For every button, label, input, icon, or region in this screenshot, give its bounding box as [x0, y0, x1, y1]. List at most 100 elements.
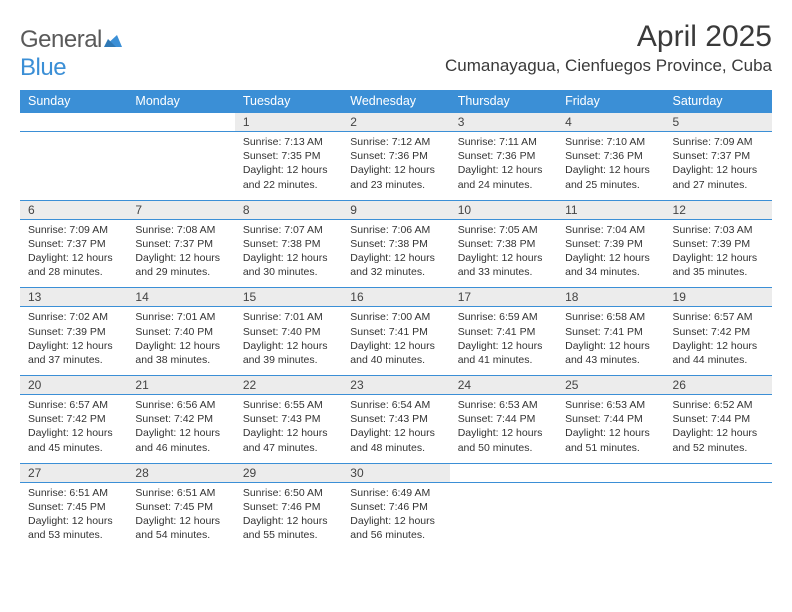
daylight-line: Daylight: 12 hours and 30 minutes.	[243, 251, 334, 279]
daynum-cell: 10	[450, 200, 557, 219]
day-detail-cell: Sunrise: 6:51 AMSunset: 7:45 PMDaylight:…	[127, 482, 234, 550]
day-detail-cell: Sunrise: 6:50 AMSunset: 7:46 PMDaylight:…	[235, 482, 342, 550]
sunset-line: Sunset: 7:38 PM	[350, 237, 441, 251]
daynum-cell: 14	[127, 288, 234, 307]
empty-daynum-cell	[20, 113, 127, 132]
daynum-cell: 22	[235, 376, 342, 395]
calendar-header-row: SundayMondayTuesdayWednesdayThursdayFrid…	[20, 90, 772, 113]
day-detail-cell: Sunrise: 7:12 AMSunset: 7:36 PMDaylight:…	[342, 132, 449, 201]
daylight-line: Daylight: 12 hours and 38 minutes.	[135, 339, 226, 367]
day-detail-cell: Sunrise: 7:07 AMSunset: 7:38 PMDaylight:…	[235, 219, 342, 288]
empty-detail-cell	[127, 132, 234, 201]
daynum-cell: 25	[557, 376, 664, 395]
empty-detail-cell	[557, 482, 664, 550]
sunrise-line: Sunrise: 6:53 AM	[458, 398, 549, 412]
day-header: Saturday	[665, 90, 772, 113]
daynum-cell: 8	[235, 200, 342, 219]
sunset-line: Sunset: 7:43 PM	[243, 412, 334, 426]
day-detail-cell: Sunrise: 7:10 AMSunset: 7:36 PMDaylight:…	[557, 132, 664, 201]
day-detail-cell: Sunrise: 7:05 AMSunset: 7:38 PMDaylight:…	[450, 219, 557, 288]
day-detail-cell: Sunrise: 7:08 AMSunset: 7:37 PMDaylight:…	[127, 219, 234, 288]
sunrise-line: Sunrise: 6:53 AM	[565, 398, 656, 412]
sunset-line: Sunset: 7:41 PM	[458, 325, 549, 339]
week-detail-row: Sunrise: 7:02 AMSunset: 7:39 PMDaylight:…	[20, 307, 772, 376]
daynum-cell: 3	[450, 113, 557, 132]
daylight-line: Daylight: 12 hours and 33 minutes.	[458, 251, 549, 279]
calendar-page: GeneralBlue April 2025 Cumanayagua, Cien…	[0, 0, 792, 560]
day-detail-cell: Sunrise: 6:54 AMSunset: 7:43 PMDaylight:…	[342, 395, 449, 464]
logo-triangle-icon	[104, 26, 122, 54]
sunrise-line: Sunrise: 7:10 AM	[565, 135, 656, 149]
daynum-cell: 28	[127, 463, 234, 482]
week-detail-row: Sunrise: 7:13 AMSunset: 7:35 PMDaylight:…	[20, 132, 772, 201]
daynum-cell: 19	[665, 288, 772, 307]
day-detail-cell: Sunrise: 6:53 AMSunset: 7:44 PMDaylight:…	[557, 395, 664, 464]
daynum-cell: 5	[665, 113, 772, 132]
daylight-line: Daylight: 12 hours and 25 minutes.	[565, 163, 656, 191]
day-detail-cell: Sunrise: 7:06 AMSunset: 7:38 PMDaylight:…	[342, 219, 449, 288]
daylight-line: Daylight: 12 hours and 41 minutes.	[458, 339, 549, 367]
logo-word2: Blue	[20, 54, 66, 81]
daylight-line: Daylight: 12 hours and 50 minutes.	[458, 426, 549, 454]
sunrise-line: Sunrise: 7:12 AM	[350, 135, 441, 149]
day-header: Tuesday	[235, 90, 342, 113]
day-detail-cell: Sunrise: 6:59 AMSunset: 7:41 PMDaylight:…	[450, 307, 557, 376]
day-detail-cell: Sunrise: 6:57 AMSunset: 7:42 PMDaylight:…	[665, 307, 772, 376]
sunrise-line: Sunrise: 6:54 AM	[350, 398, 441, 412]
sunrise-line: Sunrise: 6:56 AM	[135, 398, 226, 412]
month-title: April 2025	[445, 20, 772, 54]
day-detail-cell: Sunrise: 7:09 AMSunset: 7:37 PMDaylight:…	[665, 132, 772, 201]
sunset-line: Sunset: 7:44 PM	[565, 412, 656, 426]
day-detail-cell: Sunrise: 6:53 AMSunset: 7:44 PMDaylight:…	[450, 395, 557, 464]
daynum-cell: 20	[20, 376, 127, 395]
day-detail-cell: Sunrise: 6:49 AMSunset: 7:46 PMDaylight:…	[342, 482, 449, 550]
daynum-cell: 26	[665, 376, 772, 395]
daylight-line: Daylight: 12 hours and 37 minutes.	[28, 339, 119, 367]
daylight-line: Daylight: 12 hours and 35 minutes.	[673, 251, 764, 279]
day-detail-cell: Sunrise: 6:52 AMSunset: 7:44 PMDaylight:…	[665, 395, 772, 464]
day-header: Friday	[557, 90, 664, 113]
sunrise-line: Sunrise: 6:59 AM	[458, 310, 549, 324]
sunset-line: Sunset: 7:45 PM	[135, 500, 226, 514]
daynum-cell: 4	[557, 113, 664, 132]
sunset-line: Sunset: 7:45 PM	[28, 500, 119, 514]
week-detail-row: Sunrise: 6:57 AMSunset: 7:42 PMDaylight:…	[20, 395, 772, 464]
daylight-line: Daylight: 12 hours and 24 minutes.	[458, 163, 549, 191]
daylight-line: Daylight: 12 hours and 52 minutes.	[673, 426, 764, 454]
daynum-cell: 30	[342, 463, 449, 482]
daynum-cell: 9	[342, 200, 449, 219]
sunset-line: Sunset: 7:46 PM	[243, 500, 334, 514]
sunrise-line: Sunrise: 7:00 AM	[350, 310, 441, 324]
sunset-line: Sunset: 7:46 PM	[350, 500, 441, 514]
daylight-line: Daylight: 12 hours and 54 minutes.	[135, 514, 226, 542]
day-detail-cell: Sunrise: 7:00 AMSunset: 7:41 PMDaylight:…	[342, 307, 449, 376]
daynum-cell: 13	[20, 288, 127, 307]
sunset-line: Sunset: 7:37 PM	[673, 149, 764, 163]
empty-detail-cell	[20, 132, 127, 201]
day-detail-cell: Sunrise: 7:09 AMSunset: 7:37 PMDaylight:…	[20, 219, 127, 288]
calendar-table: SundayMondayTuesdayWednesdayThursdayFrid…	[20, 90, 772, 550]
sunrise-line: Sunrise: 6:57 AM	[673, 310, 764, 324]
day-detail-cell: Sunrise: 6:51 AMSunset: 7:45 PMDaylight:…	[20, 482, 127, 550]
week-daynum-row: 12345	[20, 113, 772, 132]
daylight-line: Daylight: 12 hours and 28 minutes.	[28, 251, 119, 279]
daylight-line: Daylight: 12 hours and 39 minutes.	[243, 339, 334, 367]
week-detail-row: Sunrise: 6:51 AMSunset: 7:45 PMDaylight:…	[20, 482, 772, 550]
sunrise-line: Sunrise: 6:58 AM	[565, 310, 656, 324]
empty-detail-cell	[450, 482, 557, 550]
week-daynum-row: 20212223242526	[20, 376, 772, 395]
daylight-line: Daylight: 12 hours and 34 minutes.	[565, 251, 656, 279]
sunrise-line: Sunrise: 6:57 AM	[28, 398, 119, 412]
header: GeneralBlue April 2025 Cumanayagua, Cien…	[20, 20, 772, 82]
sunset-line: Sunset: 7:37 PM	[28, 237, 119, 251]
day-detail-cell: Sunrise: 6:58 AMSunset: 7:41 PMDaylight:…	[557, 307, 664, 376]
day-header: Sunday	[20, 90, 127, 113]
daynum-cell: 2	[342, 113, 449, 132]
daylight-line: Daylight: 12 hours and 53 minutes.	[28, 514, 119, 542]
sunset-line: Sunset: 7:38 PM	[243, 237, 334, 251]
sunrise-line: Sunrise: 6:51 AM	[135, 486, 226, 500]
logo: GeneralBlue	[20, 26, 124, 82]
sunset-line: Sunset: 7:41 PM	[565, 325, 656, 339]
daylight-line: Daylight: 12 hours and 40 minutes.	[350, 339, 441, 367]
week-daynum-row: 6789101112	[20, 200, 772, 219]
